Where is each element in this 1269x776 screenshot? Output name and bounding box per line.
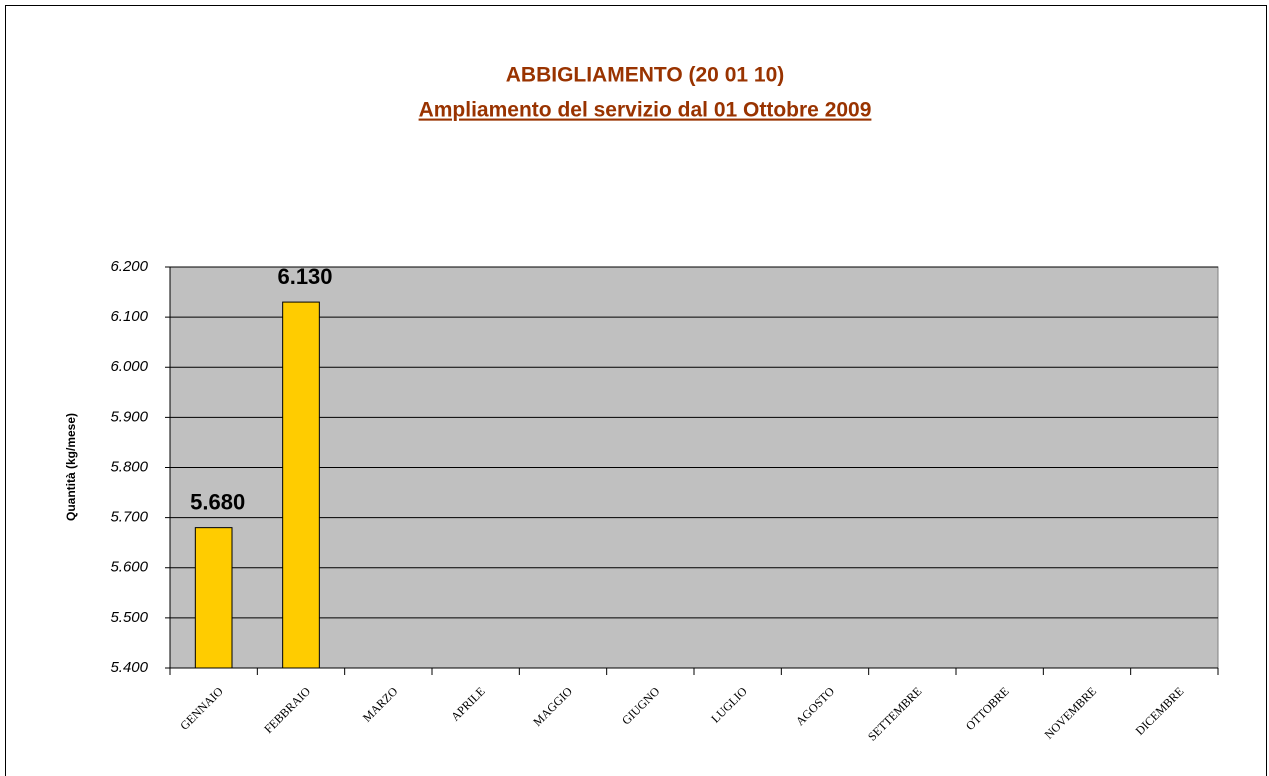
y-tick-label: 5.800 [110, 458, 148, 475]
bar [194, 527, 233, 669]
data-label: 6.130 [277, 264, 332, 289]
y-tick-label: 5.400 [110, 659, 148, 676]
y-tick-label: 6.200 [110, 258, 148, 275]
y-tick-label: 5.900 [110, 408, 148, 425]
chart-title: ABBIGLIAMENTO (20 01 10) [506, 64, 785, 87]
data-label: 5.680 [190, 489, 245, 514]
bar [282, 301, 320, 669]
y-axis-label: Quantità (kg/mese) [64, 413, 78, 521]
y-tick-label: 6.100 [110, 308, 148, 325]
y-tick-label: 5.700 [110, 509, 148, 526]
y-tick-label: 5.500 [110, 609, 148, 626]
y-tick-label: 6.000 [110, 358, 148, 375]
chart-subtitle: Ampliamento del servizio dal 01 Ottobre … [419, 99, 872, 122]
y-tick-label: 5.600 [110, 559, 148, 576]
